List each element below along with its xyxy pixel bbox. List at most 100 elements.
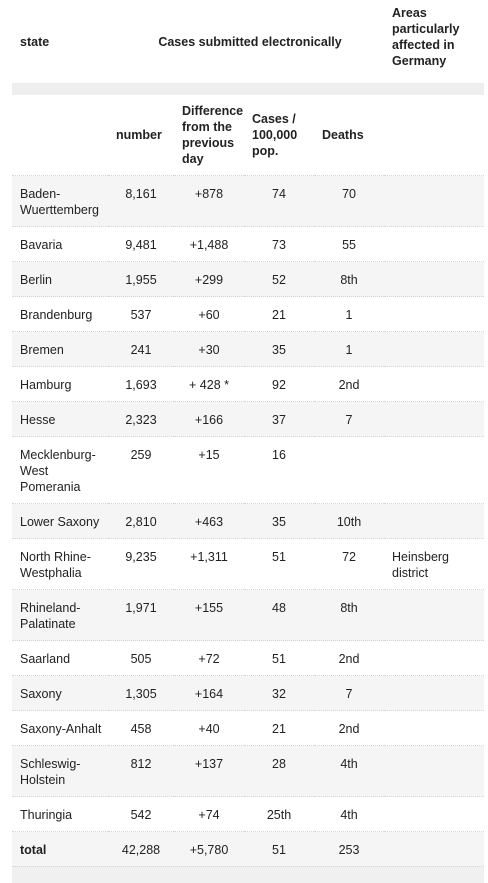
table-body: Baden-Wuerttemberg 8,161 +878 74 70 Bavaria 9,…: [12, 175, 485, 866]
areas-cell: [384, 640, 485, 676]
difference-cell: +15: [174, 436, 244, 504]
number-cell: 241: [108, 331, 174, 367]
cases-per-100k-cell: 35: [244, 331, 314, 367]
deaths-cell: 70: [314, 175, 385, 227]
difference-cell: +72: [174, 640, 244, 676]
areas-cell: [384, 261, 485, 297]
areas-cell: [384, 296, 485, 332]
state-cell: Hesse: [12, 401, 108, 437]
header-areas: Areas particularly affected in Germany: [392, 6, 460, 68]
table-row: Schleswig-Holstein 812 +137 28 4th: [12, 745, 485, 797]
difference-cell: +5,780: [174, 831, 244, 866]
header-cases-group: Cases submitted electronically: [158, 34, 342, 49]
deaths-cell: 8th: [314, 261, 385, 297]
areas-cell: [384, 366, 485, 402]
table-row: Saarland 505 +72 51 2nd: [12, 640, 485, 676]
areas-cell: [384, 226, 485, 262]
number-cell: 8,161: [108, 175, 174, 227]
deaths-cell: 7: [314, 675, 385, 711]
deaths-cell: [314, 436, 385, 504]
deaths-cell: 253: [314, 831, 385, 866]
deaths-cell: 55: [314, 226, 385, 262]
areas-cell: [384, 331, 485, 367]
table-row: Saxony 1,305 +164 32 7: [12, 675, 485, 711]
cases-per-100k-cell: 51: [244, 831, 314, 866]
table-row: Bavaria 9,481 +1,488 73 55: [12, 226, 485, 262]
header-blank-2: [384, 95, 484, 176]
difference-cell: +1,488: [174, 226, 244, 262]
number-cell: 1,305: [108, 675, 174, 711]
table-row: Thuringia 542 +74 25th 4th: [12, 796, 485, 832]
table-row: Bremen 241 +30 35 1: [12, 331, 485, 367]
cases-per-100k-cell: 73: [244, 226, 314, 262]
header-difference: Difference from the previous day: [182, 104, 244, 166]
cases-table: state Cases submitted electronically Are…: [12, 0, 485, 866]
difference-cell: +30: [174, 331, 244, 367]
areas-cell: [384, 710, 485, 746]
state-cell: North Rhine-Westphalia: [12, 538, 108, 590]
difference-cell: +299: [174, 261, 244, 297]
table-row: Hesse 2,323 +166 37 7: [12, 401, 485, 437]
cases-per-100k-cell: 37: [244, 401, 314, 437]
table-footer-bar: [12, 866, 484, 883]
state-cell: Saxony: [12, 675, 108, 711]
table-row: Mecklenburg-West Pomerania 259 +15 16: [12, 436, 485, 504]
number-cell: 1,955: [108, 261, 174, 297]
difference-cell: +164: [174, 675, 244, 711]
number-cell: 505: [108, 640, 174, 676]
areas-cell: [384, 745, 485, 797]
areas-cell: [384, 589, 485, 641]
number-cell: 9,235: [108, 538, 174, 590]
state-cell: Bavaria: [12, 226, 108, 262]
cases-per-100k-cell: 16: [244, 436, 314, 504]
state-cell: Thuringia: [12, 796, 108, 832]
areas-cell: [384, 831, 485, 866]
deaths-cell: 2nd: [314, 366, 385, 402]
deaths-cell: 4th: [314, 796, 385, 832]
state-cell: Rhineland-Palatinate: [12, 589, 108, 641]
cases-per-100k-cell: 51: [244, 640, 314, 676]
deaths-cell: 72: [314, 538, 385, 590]
state-cell: Mecklenburg-West Pomerania: [12, 436, 108, 504]
header-spacer: [12, 83, 485, 95]
cases-per-100k-cell: 35: [244, 503, 314, 539]
number-cell: 9,481: [108, 226, 174, 262]
deaths-cell: 2nd: [314, 710, 385, 746]
difference-cell: +878: [174, 175, 244, 227]
cases-per-100k-cell: 21: [244, 710, 314, 746]
number-cell: 1,971: [108, 589, 174, 641]
areas-cell: [384, 436, 485, 504]
cases-per-100k-cell: 25th: [244, 796, 314, 832]
difference-cell: +137: [174, 745, 244, 797]
cases-per-100k-cell: 28: [244, 745, 314, 797]
cases-per-100k-cell: 32: [244, 675, 314, 711]
difference-cell: +463: [174, 503, 244, 539]
table-row: Hamburg 1,693 + 428 * 92 2nd: [12, 366, 485, 402]
deaths-cell: 1: [314, 296, 385, 332]
state-cell: Bremen: [12, 331, 108, 367]
number-cell: 812: [108, 745, 174, 797]
table-row: Brandenburg 537 +60 21 1: [12, 296, 485, 332]
state-cell: Brandenburg: [12, 296, 108, 332]
header-row-2: number Difference from the previous day …: [12, 95, 484, 176]
header-number: number: [116, 128, 162, 142]
header-deaths: Deaths: [322, 128, 364, 142]
difference-cell: +155: [174, 589, 244, 641]
deaths-cell: 10th: [314, 503, 385, 539]
deaths-cell: 1: [314, 331, 385, 367]
table-row: Lower Saxony 2,810 +463 35 10th: [12, 503, 485, 539]
number-cell: 1,693: [108, 366, 174, 402]
cases-per-100k-cell: 48: [244, 589, 314, 641]
cases-per-100k-cell: 51: [244, 538, 314, 590]
table-row: Rhineland-Palatinate 1,971 +155 48 8th: [12, 589, 485, 641]
header-row-1: state Cases submitted electronically Are…: [12, 0, 484, 83]
areas-cell: [384, 675, 485, 711]
table-row: Saxony-Anhalt 458 +40 21 2nd: [12, 710, 485, 746]
state-cell: total: [12, 831, 108, 866]
number-cell: 537: [108, 296, 174, 332]
state-cell: Lower Saxony: [12, 503, 108, 539]
cases-per-100k-cell: 21: [244, 296, 314, 332]
cases-per-100k-cell: 74: [244, 175, 314, 227]
deaths-cell: 2nd: [314, 640, 385, 676]
